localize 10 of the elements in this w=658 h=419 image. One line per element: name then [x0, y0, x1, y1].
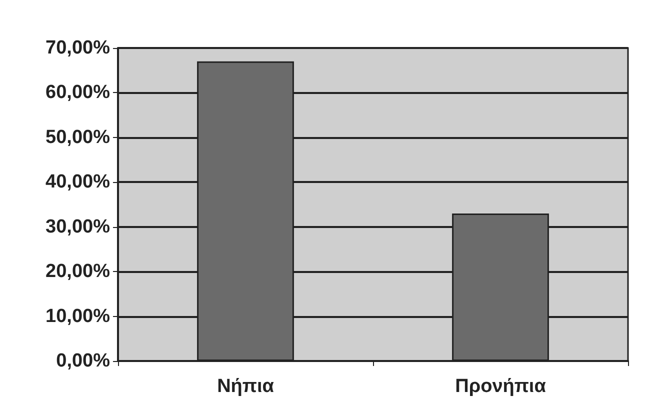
y-tick-label: 60,00%: [46, 82, 110, 104]
y-tick-label: 40,00%: [46, 172, 110, 193]
y-tick-label: 10,00%: [46, 306, 110, 327]
y-tick-label: 50,00%: [46, 126, 110, 148]
y-tick-label: 20,00%: [46, 261, 110, 282]
y-tick-label: 0,00%: [56, 350, 110, 372]
y-tick-label: 30,00%: [46, 216, 110, 238]
x-tick-label: Νήπια: [217, 376, 274, 397]
y-tick-label: 70,00%: [46, 38, 110, 58]
x-tick-label: Προνήπια: [455, 376, 546, 397]
